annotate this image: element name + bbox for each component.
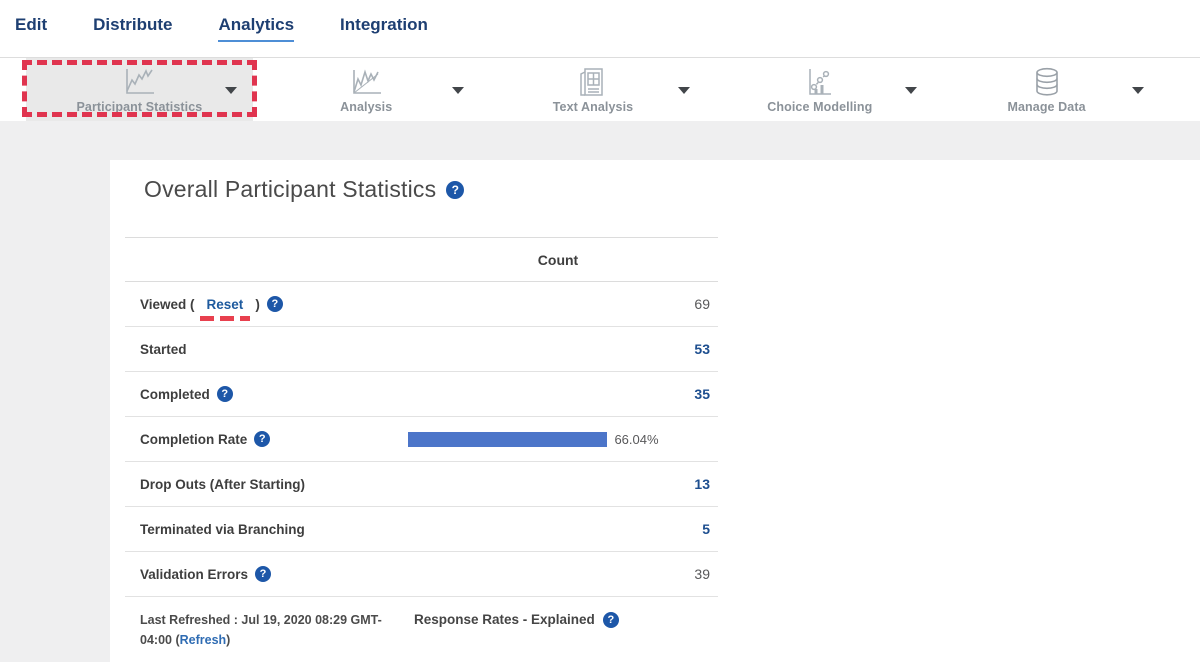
closing-paren: ) bbox=[226, 633, 230, 647]
chevron-down-icon[interactable] bbox=[678, 87, 690, 94]
table-row-completion-rate: Completion Rate ? 66.04% bbox=[125, 417, 718, 462]
row-label: Started bbox=[140, 342, 187, 357]
row-label: Completed bbox=[140, 387, 210, 402]
row-value-link[interactable]: 53 bbox=[398, 341, 718, 357]
response-rates-label: Response Rates - Explained bbox=[414, 612, 595, 627]
toolbar-item-label: Text Analysis bbox=[553, 100, 634, 114]
area-chart-icon bbox=[348, 66, 384, 98]
row-label: Validation Errors bbox=[140, 567, 248, 582]
app-header: Edit Distribute Analytics Integration Pa… bbox=[0, 0, 1200, 121]
nav-item-distribute[interactable]: Distribute bbox=[93, 15, 172, 42]
count-column-header: Count bbox=[398, 252, 718, 268]
chevron-down-icon[interactable] bbox=[905, 87, 917, 94]
last-refreshed-text: Last Refreshed : Jul 19, 2020 08:29 GMT-… bbox=[140, 610, 398, 650]
database-icon bbox=[1029, 66, 1065, 98]
row-value-link[interactable]: 5 bbox=[398, 521, 718, 537]
newspaper-icon bbox=[575, 66, 611, 98]
last-refreshed-label: Last Refreshed : Jul 19, 2020 08:29 GMT-… bbox=[140, 613, 382, 647]
participant-statistics-table: Count Viewed ( Reset ) ? 69 bbox=[125, 237, 718, 650]
scatter-chart-icon bbox=[802, 66, 838, 98]
help-icon[interactable]: ? bbox=[254, 431, 270, 447]
help-icon[interactable]: ? bbox=[217, 386, 233, 402]
chevron-down-icon[interactable] bbox=[452, 87, 464, 94]
line-chart-icon bbox=[121, 66, 157, 98]
toolbar-item-label: Participant Statistics bbox=[76, 100, 202, 114]
toolbar-item-label: Choice Modelling bbox=[767, 100, 872, 114]
table-row-drop-outs: Drop Outs (After Starting) 13 bbox=[125, 462, 718, 507]
statistics-card: Overall Participant Statistics ? Count V… bbox=[110, 160, 1200, 662]
top-nav: Edit Distribute Analytics Integration bbox=[0, 0, 1200, 57]
table-footer: Last Refreshed : Jul 19, 2020 08:29 GMT-… bbox=[125, 597, 718, 650]
row-value-link[interactable]: 13 bbox=[398, 476, 718, 492]
chevron-down-icon[interactable] bbox=[1132, 87, 1144, 94]
table-row-validation-errors: Validation Errors ? 39 bbox=[125, 552, 718, 597]
nav-item-analytics[interactable]: Analytics bbox=[218, 15, 294, 42]
help-icon[interactable]: ? bbox=[446, 181, 464, 199]
toolbar-item-choice-modelling[interactable]: Choice Modelling bbox=[706, 58, 933, 121]
table-row-terminated: Terminated via Branching 5 bbox=[125, 507, 718, 552]
nav-item-edit[interactable]: Edit bbox=[15, 15, 47, 42]
row-label: Viewed ( bbox=[140, 297, 195, 312]
row-value-link[interactable]: 35 bbox=[398, 386, 718, 402]
help-icon[interactable]: ? bbox=[603, 612, 619, 628]
toolbar-item-analysis[interactable]: Analysis bbox=[253, 58, 480, 121]
completion-rate-bar: 66.04% bbox=[408, 432, 710, 447]
page-content: Overall Participant Statistics ? Count V… bbox=[0, 121, 1200, 662]
help-icon[interactable]: ? bbox=[255, 566, 271, 582]
completion-rate-bar-fill bbox=[408, 432, 607, 447]
page-title-row: Overall Participant Statistics ? bbox=[144, 176, 1160, 203]
nav-item-integration[interactable]: Integration bbox=[340, 15, 428, 42]
toolbar-item-participant-statistics[interactable]: Participant Statistics bbox=[26, 58, 253, 121]
toolbar-item-text-analysis[interactable]: Text Analysis bbox=[480, 58, 707, 121]
chevron-down-icon[interactable] bbox=[225, 87, 237, 94]
analytics-toolbar: Participant Statistics Analysis bbox=[0, 57, 1200, 121]
response-rates-explained: Response Rates - Explained ? bbox=[414, 610, 619, 650]
row-label-close: ) bbox=[255, 297, 260, 312]
completion-rate-value: 66.04% bbox=[614, 432, 658, 447]
page-title: Overall Participant Statistics bbox=[144, 176, 436, 203]
table-row-started: Started 53 bbox=[125, 327, 718, 372]
row-label: Drop Outs (After Starting) bbox=[140, 477, 305, 492]
help-icon[interactable]: ? bbox=[267, 296, 283, 312]
table-row-viewed: Viewed ( Reset ) ? 69 bbox=[125, 282, 718, 327]
toolbar-item-label: Manage Data bbox=[1007, 100, 1085, 114]
toolbar-item-manage-data[interactable]: Manage Data bbox=[933, 58, 1160, 121]
red-dashed-underline-annotation bbox=[200, 316, 251, 321]
toolbar-item-label: Analysis bbox=[340, 100, 392, 114]
table-header-row: Count bbox=[125, 237, 718, 282]
row-label: Completion Rate bbox=[140, 432, 247, 447]
row-value: 69 bbox=[398, 296, 718, 312]
refresh-link[interactable]: Refresh bbox=[180, 633, 227, 647]
reset-link[interactable]: Reset bbox=[207, 297, 244, 312]
table-row-completed: Completed ? 35 bbox=[125, 372, 718, 417]
row-value: 39 bbox=[398, 566, 718, 582]
row-label: Terminated via Branching bbox=[140, 522, 305, 537]
